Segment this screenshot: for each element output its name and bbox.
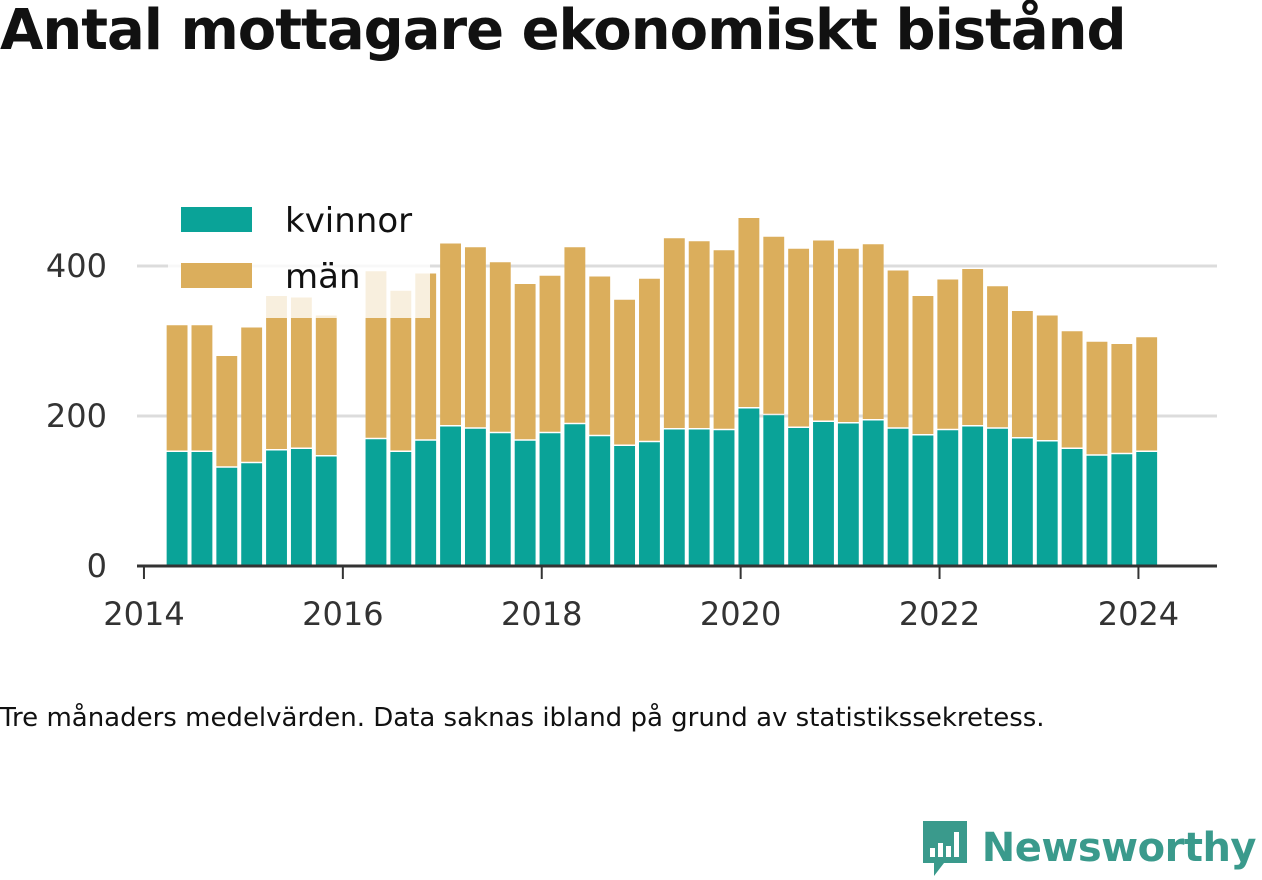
bar-kvinnor-24 <box>788 428 810 566</box>
bar-kvinnor-9 <box>415 440 437 566</box>
bar-män-30 <box>937 279 959 429</box>
bar-män-15 <box>564 247 586 423</box>
legend-label-man: män <box>285 257 361 297</box>
bar-kvinnor-36 <box>1086 455 1108 566</box>
bar-män-36 <box>1086 341 1108 455</box>
bar-kvinnor-17 <box>614 446 636 566</box>
bar-män-10 <box>440 243 461 425</box>
bar-kvinnor-27 <box>862 420 884 566</box>
legend-swatch-man <box>181 263 252 288</box>
x-tick-label-2022: 2022 <box>899 595 980 633</box>
bar-män-19 <box>663 238 685 428</box>
bar-kvinnor-18 <box>639 442 660 566</box>
bar-kvinnor-2 <box>216 467 238 566</box>
legend: kvinnor män <box>168 198 430 318</box>
bar-kvinnor-32 <box>987 428 1008 566</box>
bar-kvinnor-29 <box>912 435 934 566</box>
bar-kvinnor-8 <box>390 452 412 566</box>
bar-män-18 <box>639 278 660 441</box>
y-tick-label-200: 200 <box>46 397 107 435</box>
bar-män-3 <box>241 327 263 462</box>
bar-kvinnor-4 <box>266 450 287 566</box>
bar-män-0 <box>166 325 188 451</box>
x-tick-label-2018: 2018 <box>501 595 582 633</box>
bar-kvinnor-5 <box>290 449 312 566</box>
bar-kvinnor-25 <box>813 422 834 566</box>
chart-title: Antal mottagare ekonomiskt bistånd <box>0 0 1127 63</box>
bar-män-14 <box>539 275 561 432</box>
bar-kvinnor-12 <box>489 433 511 566</box>
axes: 0 200 400 2014 2016 2018 2020 2022 2024 <box>46 247 1217 633</box>
bar-män-13 <box>514 284 536 440</box>
bar-kvinnor-6 <box>315 456 337 566</box>
bar-kvinnor-1 <box>191 452 213 566</box>
bar-män-11 <box>464 247 486 428</box>
bar-män-8 <box>390 290 412 451</box>
bar-män-33 <box>1011 311 1033 437</box>
bar-kvinnor-21 <box>713 430 735 566</box>
bar-män-34 <box>1036 315 1058 440</box>
bar-män-2 <box>216 356 238 467</box>
bar-kvinnor-22 <box>738 408 760 566</box>
bar-kvinnor-35 <box>1061 449 1083 566</box>
bar-kvinnor-37 <box>1111 454 1133 566</box>
bar-kvinnor-30 <box>937 430 959 566</box>
bar-män-27 <box>862 244 884 419</box>
bar-män-16 <box>589 276 611 435</box>
chart-note: Tre månaders medelvärden. Data saknas ib… <box>0 703 1045 733</box>
bar-kvinnor-31 <box>962 426 984 566</box>
bar-män-6 <box>315 315 337 455</box>
bar-män-31 <box>962 269 984 425</box>
bar-män-12 <box>489 262 511 432</box>
bar-män-20 <box>688 241 710 428</box>
bar-kvinnor-13 <box>514 440 536 566</box>
bar-kvinnor-16 <box>589 436 611 566</box>
bar-män-26 <box>837 248 859 422</box>
bar-män-24 <box>788 248 810 427</box>
bar-kvinnor-14 <box>539 433 561 566</box>
bar-män-37 <box>1111 344 1133 453</box>
x-tick-label-2020: 2020 <box>700 595 781 633</box>
x-tick-label-2024: 2024 <box>1098 595 1179 633</box>
bar-kvinnor-23 <box>763 415 785 566</box>
legend-label-kvinnor: kvinnor <box>285 201 412 241</box>
bar-kvinnor-7 <box>365 439 387 566</box>
x-tick-label-2014: 2014 <box>103 595 184 633</box>
brand-name: Newsworthy <box>981 825 1257 871</box>
bar-kvinnor-38 <box>1136 452 1158 566</box>
bar-kvinnor-28 <box>887 428 909 566</box>
bar-kvinnor-34 <box>1036 441 1058 566</box>
bar-män-1 <box>191 325 213 451</box>
bar-män-28 <box>887 270 909 428</box>
chart: kvinnor män 0 200 400 2014 2016 2018 2020 2022 2… <box>45 198 1217 633</box>
newsworthy-logo-icon <box>922 821 967 876</box>
bar-män-22 <box>738 218 760 407</box>
bar-män-5 <box>290 297 312 448</box>
bar-kvinnor-33 <box>1011 438 1033 566</box>
bar-män-29 <box>912 296 934 434</box>
y-tick-label-400: 400 <box>46 247 107 285</box>
brand-logo: Newsworthy <box>920 816 1257 880</box>
bar-män-38 <box>1136 337 1158 451</box>
bar-kvinnor-19 <box>663 429 685 566</box>
bar-män-4 <box>266 296 287 449</box>
bar-män-35 <box>1061 331 1083 448</box>
bar-kvinnor-20 <box>688 429 710 566</box>
bar-kvinnor-26 <box>837 423 859 566</box>
bar-män-23 <box>763 236 785 414</box>
bar-män-21 <box>713 250 735 429</box>
x-tick-label-2016: 2016 <box>302 595 383 633</box>
bar-män-17 <box>614 299 636 445</box>
bar-kvinnor-0 <box>166 452 188 566</box>
y-tick-label-0: 0 <box>87 547 107 585</box>
bars <box>166 218 1158 566</box>
bar-kvinnor-11 <box>464 428 486 566</box>
bar-män-32 <box>987 286 1008 428</box>
bar-män-25 <box>813 240 834 421</box>
bar-kvinnor-10 <box>440 426 461 566</box>
bar-kvinnor-3 <box>241 463 263 566</box>
legend-swatch-kvinnor <box>181 207 252 232</box>
bar-kvinnor-15 <box>564 424 586 566</box>
